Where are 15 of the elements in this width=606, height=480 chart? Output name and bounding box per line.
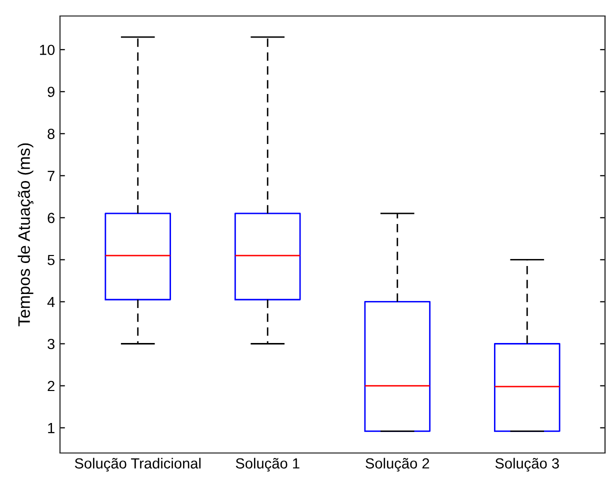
y-tick-label: 1 (48, 423, 54, 434)
y-tick-label: 2 (48, 380, 54, 392)
y-tick-label: 8 (48, 128, 55, 140)
x-tick-label: Solução 3 (495, 458, 559, 472)
y-tick-label: 3 (48, 338, 54, 350)
y-tick-label: 4 (47, 296, 55, 308)
y-tick-label: 9 (48, 86, 54, 98)
y-tick-label: 6 (48, 212, 54, 224)
x-tick-label: Solução 1 (236, 458, 300, 472)
x-tick-label: Solução Tradicional (74, 458, 201, 472)
y-axis-title: Tempos de Atuação (ms) (18, 143, 34, 326)
y-tick-label: 5 (48, 254, 55, 266)
y-tick-label: 7 (48, 170, 54, 181)
x-tick-label: Solução 2 (366, 458, 430, 472)
y-tick-label: 10 (40, 44, 55, 56)
